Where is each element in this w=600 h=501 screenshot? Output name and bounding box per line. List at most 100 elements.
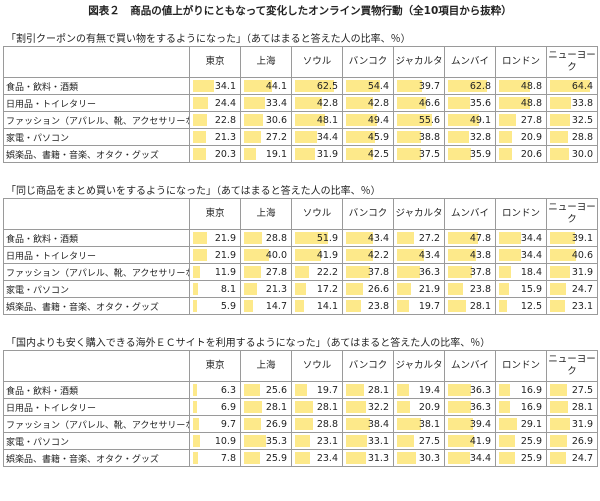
value-text: 55.6 (418, 114, 440, 126)
value-cell: 23.8 (342, 297, 394, 315)
value-bar (499, 384, 510, 396)
column-header: ロンドン (495, 350, 547, 382)
value-text: 37.8 (469, 266, 491, 278)
value-text: 30.3 (418, 452, 440, 464)
value-bar (346, 452, 366, 464)
value-cell: 24.7 (546, 280, 598, 298)
value-cell: 37.8 (342, 263, 394, 281)
value-cell: 35.3 (240, 432, 292, 450)
value-bar (193, 249, 207, 261)
value-cell: 28.1 (444, 297, 496, 315)
value-text: 36.3 (469, 401, 491, 413)
value-cell: 42.5 (342, 145, 394, 163)
value-cell: 36.3 (444, 381, 496, 399)
value-bar (499, 435, 516, 447)
section-heading: 「割引クーポンの有無で買い物をするようになった」（あてはまると答えた人の比率、％… (6, 34, 411, 45)
value-bar (550, 418, 571, 430)
data-row: 日用品・トイレタリー 24.4 33.4 42.8 42.8 46.6 35.6 48.8 33… (3, 94, 598, 112)
value-bar (346, 131, 375, 143)
value-text: 19.1 (265, 148, 287, 160)
value-bar (550, 232, 575, 244)
value-bar (448, 283, 463, 295)
value-text: 26.6 (367, 283, 389, 295)
value-cell: 16.9 (495, 398, 547, 416)
value-bar (346, 283, 363, 295)
value-bar (244, 384, 261, 396)
row-label: 家電・パソコン (3, 280, 190, 298)
data-row: 食品・飲料・酒類 34.1 44.1 62.5 54.4 39.7 62.8 48.8 64.4 (3, 77, 598, 95)
value-text: 33.1 (367, 435, 389, 447)
value-bar (397, 452, 417, 464)
value-cell: 20.9 (495, 128, 547, 146)
value-cell: 6.9 (189, 398, 241, 416)
value-bar (448, 435, 475, 447)
value-text: 44.1 (265, 80, 287, 92)
value-bar (397, 435, 415, 447)
column-header: ジャカルタ (393, 46, 445, 78)
value-cell: 16.9 (495, 381, 547, 399)
value-bar (244, 249, 270, 261)
value-text: 28.8 (265, 232, 287, 244)
value-cell: 21.9 (189, 229, 241, 247)
value-text: 40.6 (571, 249, 593, 261)
value-cell: 35.9 (444, 145, 496, 163)
value-bar (244, 300, 254, 312)
value-bar (448, 300, 466, 312)
value-text: 21.9 (214, 232, 236, 244)
value-text: 19.7 (316, 384, 338, 396)
row-label: 娯楽品、書籍・音楽、オタク・グッズ (3, 145, 190, 163)
value-cell: 36.3 (393, 263, 445, 281)
value-cell: 33.4 (240, 94, 292, 112)
row-label: 食品・飲料・酒類 (3, 229, 190, 247)
value-cell: 55.6 (393, 111, 445, 129)
value-cell: 42.2 (342, 246, 394, 264)
data-table: 東京 上海 ソウル バンコク ジャカルタ ムンバイ ロンドン ニューヨーク 食品・飲料・酒類 21… (3, 198, 598, 315)
row-label: 日用品・トイレタリー (3, 398, 190, 416)
value-bar (397, 300, 410, 312)
value-text: 42.8 (367, 97, 389, 109)
value-cell: 34.1 (189, 77, 241, 95)
value-cell: 32.5 (546, 111, 598, 129)
value-text: 22.2 (316, 266, 338, 278)
value-text: 39.4 (469, 418, 491, 430)
value-cell: 54.4 (342, 77, 394, 95)
value-cell: 38.1 (393, 415, 445, 433)
value-bar (448, 148, 471, 160)
value-cell: 31.3 (342, 449, 394, 467)
value-text: 40.0 (265, 249, 287, 261)
value-bar (397, 384, 410, 396)
value-text: 11.9 (214, 266, 236, 278)
row-label: 家電・パソコン (3, 432, 190, 450)
value-text: 39.1 (571, 232, 593, 244)
value-bar (550, 435, 567, 447)
value-bar (346, 418, 371, 430)
value-text: 38.4 (367, 418, 389, 430)
column-header: ソウル (291, 350, 343, 382)
value-bar (295, 97, 322, 109)
value-text: 34.4 (520, 232, 542, 244)
value-text: 39.7 (418, 80, 440, 92)
value-text: 31.9 (571, 266, 593, 278)
value-cell: 21.3 (240, 280, 292, 298)
value-bar (397, 114, 432, 126)
value-text: 25.9 (520, 435, 542, 447)
row-label: 日用品・トイレタリー (3, 94, 190, 112)
value-cell: 7.8 (189, 449, 241, 467)
value-text: 24.4 (214, 97, 236, 109)
value-text: 20.3 (214, 148, 236, 160)
column-header: ムンバイ (444, 350, 496, 382)
value-cell: 45.9 (342, 128, 394, 146)
row-label: 娯楽品、書籍・音楽、オタク・グッズ (3, 297, 190, 315)
value-text: 12.5 (520, 300, 542, 312)
value-cell: 34.4 (444, 449, 496, 467)
value-text: 33.4 (265, 97, 287, 109)
value-bar (244, 114, 264, 126)
value-bar (499, 114, 517, 126)
value-bar (448, 452, 470, 464)
header-row: 東京 上海 ソウル バンコク ジャカルタ ムンバイ ロンドン ニューヨーク (3, 46, 598, 78)
value-cell: 40.0 (240, 246, 292, 264)
value-bar (295, 418, 314, 430)
column-header: ムンバイ (444, 198, 496, 230)
value-bar (499, 452, 516, 464)
data-table: 東京 上海 ソウル バンコク ジャカルタ ムンバイ ロンドン ニューヨーク 食品・飲料・酒類 6.… (3, 350, 598, 467)
